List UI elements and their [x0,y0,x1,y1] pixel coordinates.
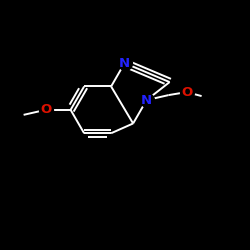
Text: O: O [181,86,192,98]
Text: O: O [40,103,51,116]
Text: N: N [141,94,152,106]
Text: N: N [119,56,130,70]
